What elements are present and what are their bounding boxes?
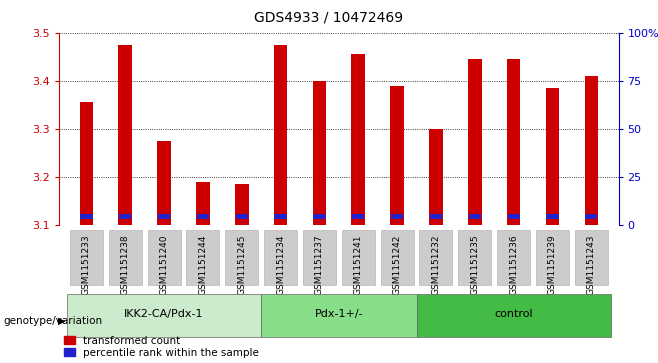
FancyBboxPatch shape bbox=[67, 294, 261, 337]
Text: GDS4933 / 10472469: GDS4933 / 10472469 bbox=[255, 11, 403, 25]
Text: GSM1151245: GSM1151245 bbox=[238, 234, 246, 295]
Bar bbox=[119, 214, 132, 219]
Bar bbox=[584, 76, 598, 225]
FancyBboxPatch shape bbox=[186, 229, 219, 285]
Bar bbox=[468, 59, 482, 225]
Text: ▶: ▶ bbox=[58, 316, 65, 326]
Bar bbox=[235, 184, 249, 225]
Text: control: control bbox=[494, 309, 533, 319]
Bar bbox=[274, 214, 287, 219]
Bar bbox=[429, 129, 443, 225]
Bar bbox=[351, 54, 365, 225]
Legend: transformed count, percentile rank within the sample: transformed count, percentile rank withi… bbox=[64, 336, 259, 358]
Bar bbox=[352, 214, 365, 219]
Text: GSM1151241: GSM1151241 bbox=[354, 234, 363, 295]
Text: GSM1151244: GSM1151244 bbox=[199, 234, 207, 295]
Bar bbox=[313, 81, 326, 225]
Text: Pdx-1+/-: Pdx-1+/- bbox=[315, 309, 363, 319]
Bar bbox=[197, 214, 209, 219]
FancyBboxPatch shape bbox=[303, 229, 336, 285]
Bar bbox=[545, 88, 559, 225]
Text: GSM1151243: GSM1151243 bbox=[587, 234, 596, 295]
Bar bbox=[118, 45, 132, 225]
FancyBboxPatch shape bbox=[225, 229, 259, 285]
Text: IKK2-CA/Pdx-1: IKK2-CA/Pdx-1 bbox=[124, 309, 204, 319]
FancyBboxPatch shape bbox=[575, 229, 608, 285]
FancyBboxPatch shape bbox=[109, 229, 141, 285]
FancyBboxPatch shape bbox=[497, 229, 530, 285]
FancyBboxPatch shape bbox=[342, 229, 375, 285]
FancyBboxPatch shape bbox=[261, 294, 417, 337]
Text: GSM1151240: GSM1151240 bbox=[160, 234, 168, 295]
Text: GSM1151236: GSM1151236 bbox=[509, 234, 518, 295]
Text: GSM1151242: GSM1151242 bbox=[393, 234, 401, 295]
FancyBboxPatch shape bbox=[419, 229, 453, 285]
FancyBboxPatch shape bbox=[70, 229, 103, 285]
FancyBboxPatch shape bbox=[417, 294, 611, 337]
Bar bbox=[236, 214, 248, 219]
Bar bbox=[80, 102, 93, 225]
FancyBboxPatch shape bbox=[536, 229, 569, 285]
Text: genotype/variation: genotype/variation bbox=[3, 316, 103, 326]
Bar bbox=[157, 141, 171, 225]
Text: GSM1151234: GSM1151234 bbox=[276, 234, 285, 295]
Text: GSM1151233: GSM1151233 bbox=[82, 234, 91, 295]
Bar bbox=[390, 86, 404, 225]
Bar bbox=[313, 214, 326, 219]
FancyBboxPatch shape bbox=[380, 229, 414, 285]
Bar bbox=[158, 214, 170, 219]
Bar bbox=[196, 182, 210, 225]
Text: GSM1151232: GSM1151232 bbox=[432, 234, 440, 295]
FancyBboxPatch shape bbox=[147, 229, 180, 285]
Text: GSM1151238: GSM1151238 bbox=[121, 234, 130, 295]
FancyBboxPatch shape bbox=[459, 229, 492, 285]
Bar bbox=[80, 214, 93, 219]
Bar bbox=[274, 45, 288, 225]
Text: GSM1151235: GSM1151235 bbox=[470, 234, 479, 295]
Bar bbox=[507, 59, 520, 225]
Bar bbox=[507, 214, 520, 219]
FancyBboxPatch shape bbox=[264, 229, 297, 285]
Bar bbox=[546, 214, 559, 219]
Text: GSM1151237: GSM1151237 bbox=[315, 234, 324, 295]
Bar bbox=[391, 214, 403, 219]
Text: GSM1151239: GSM1151239 bbox=[548, 234, 557, 295]
Bar bbox=[585, 214, 597, 219]
Bar bbox=[468, 214, 481, 219]
Bar bbox=[430, 214, 442, 219]
